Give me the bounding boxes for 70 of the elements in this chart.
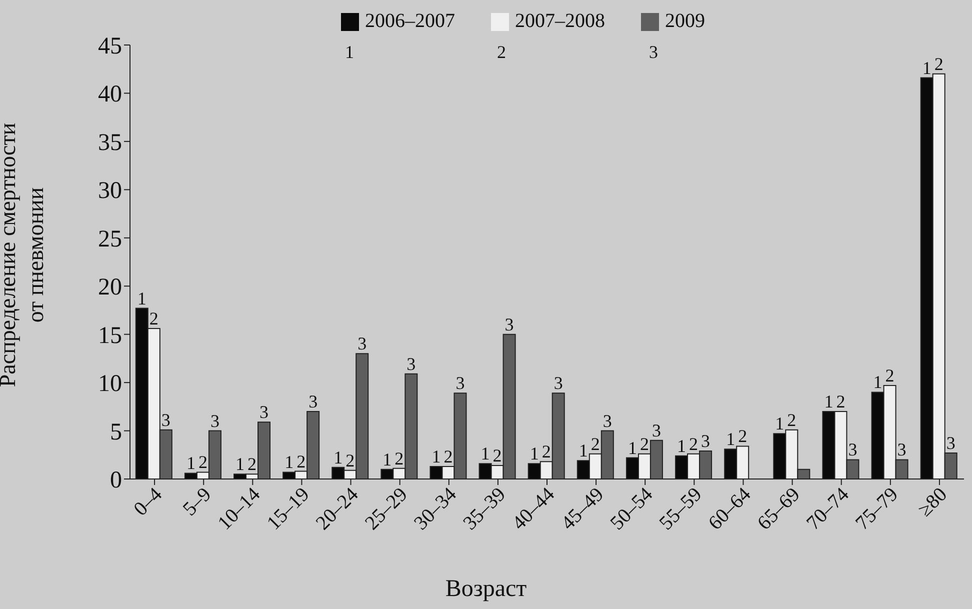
annotation: 2 (836, 391, 846, 412)
annotation: 1 (922, 58, 932, 78)
annotation: 2 (787, 410, 796, 430)
legend-label: 2009 (665, 10, 705, 33)
annotation: 3 (308, 391, 318, 412)
annotation: 2 (640, 434, 649, 454)
annotation: 1 (578, 440, 588, 461)
annotation: 1 (382, 449, 392, 470)
annotation: 3 (848, 440, 858, 460)
annotation: 2 (497, 42, 507, 63)
x-tick-label: 5–9 (178, 483, 216, 520)
y-tick-label: 5 (110, 419, 122, 446)
y-tick-label: 15 (98, 322, 122, 349)
annotation: 1 (137, 288, 146, 308)
annotation: 2 (248, 454, 257, 474)
annotation: 2 (149, 308, 158, 329)
annotation: 3 (260, 402, 269, 422)
annotation: 1 (530, 444, 539, 464)
legend-label: 2007–2008 (515, 10, 605, 33)
annotation: 2 (444, 446, 453, 466)
y-tick-label: 20 (98, 274, 122, 301)
y-tick-label: 10 (98, 371, 122, 398)
y-tick-label: 30 (98, 178, 122, 204)
annotation: 2 (542, 442, 551, 462)
y-axis-title: Распределение смертности от пневмонии (0, 122, 49, 390)
annotation: 2 (198, 452, 208, 472)
annotation: 1 (284, 452, 294, 472)
annotation: 3 (897, 440, 906, 460)
annotation: 2 (296, 451, 306, 472)
y-tick-label: 35 (98, 130, 122, 156)
annotation: 1 (432, 446, 441, 466)
annotation: 1 (824, 391, 834, 412)
annotation: 1 (677, 436, 686, 456)
annotation: 2 (934, 54, 944, 74)
x-tick-label: 0–4 (130, 483, 167, 520)
annotation: 2 (394, 448, 404, 468)
annotation: 1 (628, 438, 637, 458)
annotation: 2 (492, 446, 502, 466)
annotation: 3 (946, 432, 956, 453)
annotation: 2 (590, 434, 600, 454)
annotation: 3 (358, 334, 367, 354)
annotation: 1 (873, 372, 882, 392)
annotation: 1 (775, 414, 784, 434)
x-axis-title: Возраст (444, 576, 528, 603)
annotation: 2 (689, 434, 698, 454)
legend-label: 2006–2007 (365, 10, 455, 33)
y-tick-label: 0 (110, 468, 122, 494)
annotation: 3 (652, 420, 661, 440)
annotation: 3 (701, 431, 710, 452)
annotation: 1 (334, 447, 343, 468)
annotation: 1 (236, 454, 245, 474)
annotation: 1 (345, 42, 355, 63)
x-tick-label: ≥80 (914, 483, 952, 521)
annotation: 3 (554, 373, 563, 394)
annotation: 2 (885, 365, 894, 386)
y-tick-label: 40 (98, 82, 122, 108)
annotation: 1 (726, 429, 736, 450)
y-tick-label: 25 (98, 226, 122, 252)
annotation: 3 (602, 410, 612, 431)
annotation: 2 (346, 450, 355, 470)
annotation: 2 (738, 426, 748, 446)
y-tick-label: 45 (98, 34, 122, 60)
annotation: 3 (406, 354, 416, 374)
annotation: 1 (480, 444, 490, 464)
annotation: 3 (210, 410, 220, 431)
annotation: 1 (186, 453, 196, 474)
annotation: 3 (504, 314, 514, 334)
annotation: 3 (649, 42, 659, 63)
annotation: 3 (456, 373, 465, 394)
annotation: 3 (161, 410, 170, 430)
